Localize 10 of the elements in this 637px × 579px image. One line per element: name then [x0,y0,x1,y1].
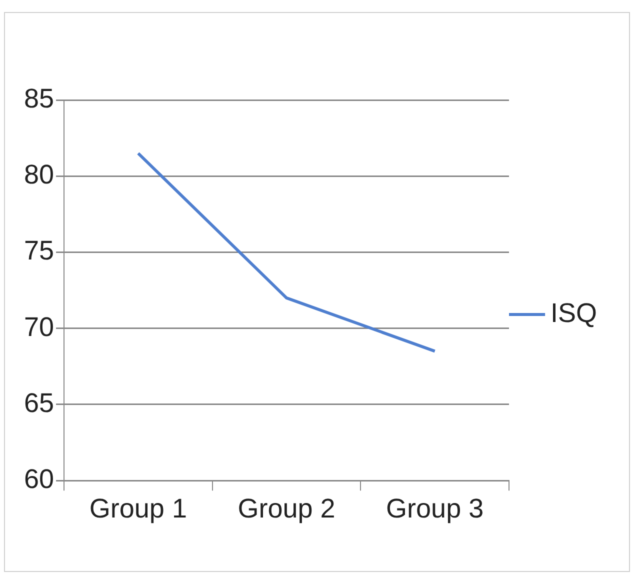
x-tick-label: Group 3 [386,493,484,524]
y-tick-label: 70 [24,312,54,342]
x-tick-label: Group 2 [238,493,336,524]
legend-label: ISQ [550,298,598,328]
x-tick-label: Group 1 [89,493,187,524]
y-tick-label: 60 [24,464,54,494]
y-tick-label: 75 [24,236,54,266]
y-tick-label: 80 [24,160,54,190]
y-tick-label: 65 [24,388,54,418]
y-tick-label: 85 [24,83,54,114]
